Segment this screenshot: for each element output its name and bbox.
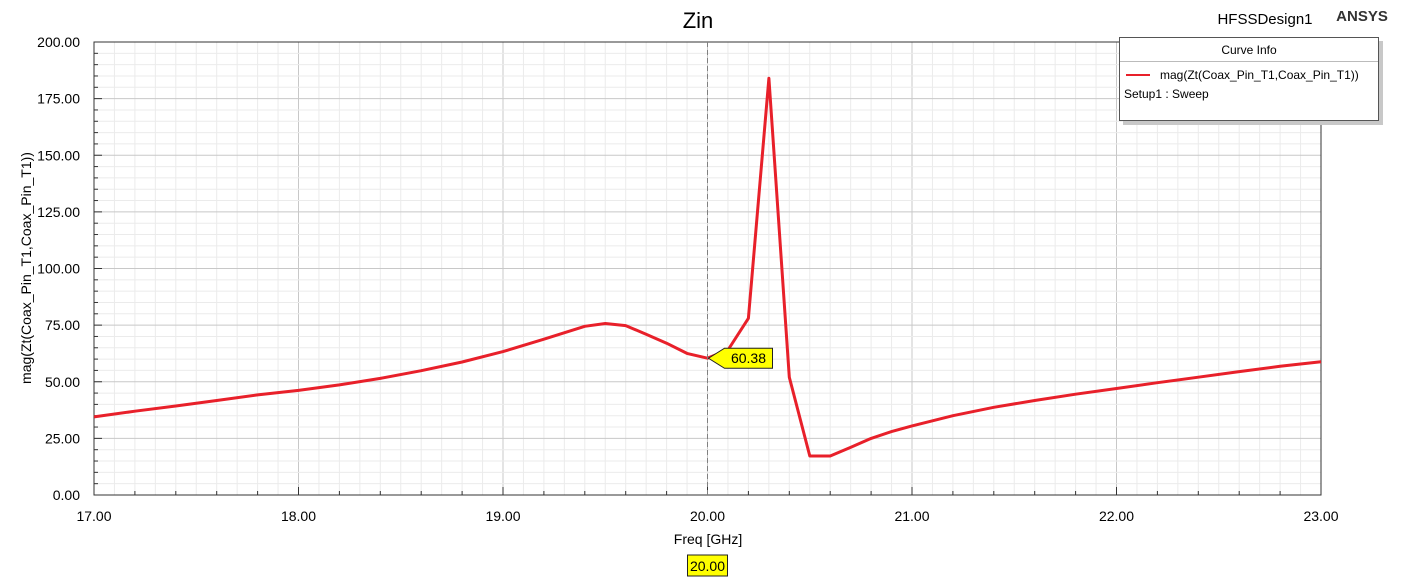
x-tick-label: 18.00	[281, 508, 316, 524]
x-tick-label: 21.00	[894, 508, 929, 524]
x-tick-label: 22.00	[1099, 508, 1134, 524]
curve-info-legend[interactable]: Curve Info mag(Zt(Coax_Pin_T1,Coax_Pin_T…	[1119, 37, 1379, 121]
tick-labels: 17.00 18.00 19.00 20.00 21.00 22.00 23.00 0.00 2…	[37, 34, 1339, 524]
design-name: HFSSDesign1	[1217, 11, 1312, 28]
legend-title: Curve Info	[1221, 43, 1277, 57]
y-tick-label: 125.00	[37, 204, 80, 220]
y-tick-label: 0.00	[53, 487, 80, 503]
y-tick-label: 25.00	[45, 430, 80, 446]
x-tick-label: 23.00	[1303, 508, 1338, 524]
chart-title: Zin	[683, 8, 714, 33]
y-tick-label: 50.00	[45, 374, 80, 390]
marker-value-label: 60.38	[731, 350, 766, 366]
legend-series-label[interactable]: mag(Zt(Coax_Pin_T1,Coax_Pin_T1))	[1160, 68, 1359, 82]
legend-divider	[1120, 61, 1378, 62]
legend-setup-label: Setup1 : Sweep	[1124, 87, 1209, 101]
legend-swatch	[1126, 74, 1150, 76]
x-tick-label: 19.00	[485, 508, 520, 524]
marker-x-box[interactable]	[687, 554, 728, 577]
x-tick-label: 20.00	[690, 508, 725, 524]
x-tick-label: 17.00	[76, 508, 111, 524]
y-axis-label: mag(Zt(Coax_Pin_T1,Coax_Pin_T1))	[18, 152, 34, 384]
marker-value-flag[interactable]	[707, 347, 773, 369]
marker-layer[interactable]: 60.38 20.00	[687, 42, 773, 577]
y-tick-label: 100.00	[37, 261, 80, 277]
y-tick-label: 175.00	[37, 91, 80, 107]
y-tick-label: 150.00	[37, 147, 80, 163]
y-tick-label: 75.00	[45, 317, 80, 333]
y-tick-label: 200.00	[37, 34, 80, 50]
x-axis-label: Freq [GHz]	[674, 531, 742, 547]
marker-x-label: 20.00	[690, 558, 725, 574]
ansys-logo: ANSYS	[1336, 8, 1388, 25]
